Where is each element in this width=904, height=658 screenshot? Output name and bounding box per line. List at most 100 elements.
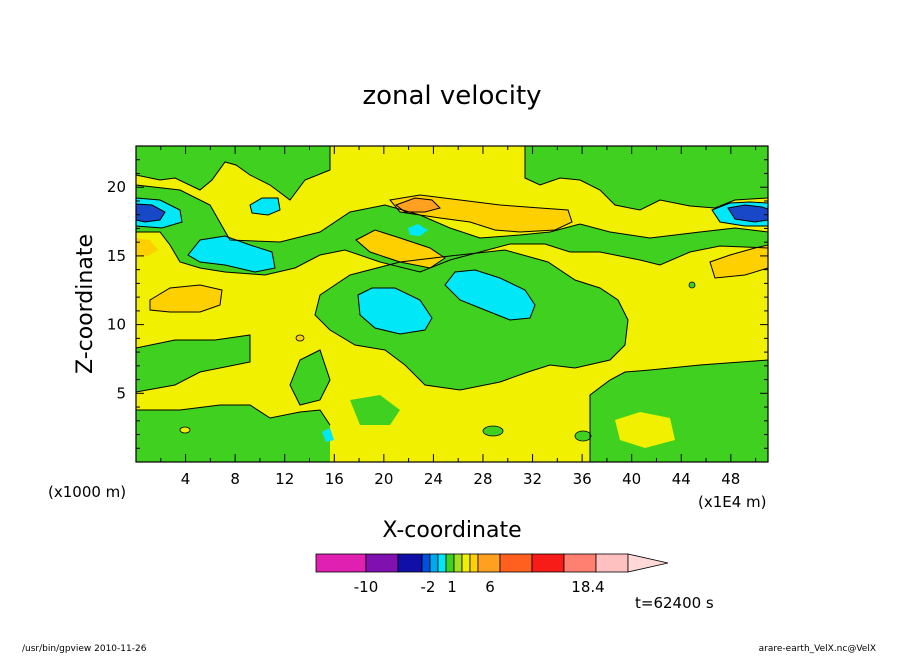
x-tick-label: 24 (424, 470, 443, 488)
colorbar-segment (453, 553, 463, 573)
positive-speck-4 (574, 430, 592, 442)
x-tick-label: 16 (325, 470, 344, 488)
x-tick-label: 48 (721, 470, 740, 488)
contour-line-10 (136, 231, 768, 276)
contour-line-11 (136, 334, 251, 393)
yellow-patch-1 (510, 146, 525, 180)
green-region-top-right (525, 146, 768, 210)
colorbar-segment (429, 553, 439, 573)
colorbar-segment (421, 553, 431, 573)
green-region-bottom-center (290, 350, 330, 405)
x-axis-title: X-coordinate (382, 518, 521, 543)
colorbar-label: 18.4 (571, 578, 604, 596)
positive-patch-right (710, 245, 768, 278)
positive-strong-core (396, 198, 440, 212)
x-tick-label: 8 (230, 470, 240, 488)
x-tick-label: 4 (181, 470, 191, 488)
x-axis-ticks (160, 146, 757, 462)
colorbar-segment (499, 553, 533, 573)
green-region-center (315, 250, 628, 390)
plot-frame (135, 145, 769, 463)
x-tick-label: 36 (573, 470, 592, 488)
colorbar-segment (563, 553, 597, 573)
colorbar-segment (461, 553, 471, 573)
x-tick-label: 20 (374, 470, 393, 488)
colorbar-segment (315, 553, 367, 573)
contour-line-2 (444, 269, 536, 321)
x-tick-label: 28 (473, 470, 492, 488)
contour-line-9 (136, 184, 768, 243)
positive-patch-lower-center (356, 230, 445, 268)
colorbar-segment (469, 553, 479, 573)
colorbar-label: 6 (485, 578, 495, 596)
contour-line-7 (149, 284, 223, 313)
positive-speck-2 (295, 334, 305, 342)
contour-line-13 (589, 359, 768, 462)
colorbar (315, 553, 669, 573)
negative-patch-center-right (445, 270, 535, 320)
contour-line-19 (711, 201, 768, 227)
contour-line-3 (314, 249, 629, 391)
contour-line-21 (394, 197, 441, 213)
negative-patch-bottom (322, 428, 334, 442)
contour-line-1 (357, 287, 433, 335)
colorbar-segment (477, 553, 501, 573)
positive-speck-3 (482, 425, 504, 437)
y-axis-ticks (136, 159, 768, 449)
contour-line-14 (136, 146, 331, 201)
x-tick-label: 12 (275, 470, 294, 488)
colorbar-label: 1 (447, 578, 457, 596)
positive-speck-1 (179, 426, 191, 434)
x-unit-label: (x1E4 m) (698, 493, 767, 511)
positive-patch-left-edge (136, 238, 158, 256)
contour-line-6 (355, 229, 446, 269)
y-tick-label: 5 (116, 384, 126, 402)
contour-line-22 (289, 349, 331, 406)
colorbar-segment (445, 553, 455, 573)
negative-patch-small-1 (250, 198, 280, 215)
negative-patch-small-2 (408, 224, 428, 236)
colorbar-segment (397, 553, 423, 573)
contour-line-17 (727, 204, 768, 223)
time-label: t=62400 s (635, 594, 714, 612)
x-tick-label: 32 (523, 470, 542, 488)
colorbar-segment (365, 553, 399, 573)
green-region-top-left (136, 146, 330, 200)
contour-line-20 (249, 197, 281, 216)
contour-line-15 (524, 146, 768, 211)
colorbar-segment (595, 553, 629, 573)
contour-line-12 (136, 404, 331, 426)
y-unit-label: (x1000 m) (48, 483, 126, 501)
colorbar-labels: -10 -2 1 6 18.4 (354, 578, 605, 596)
contour-line-5 (389, 194, 573, 233)
colorbar-segment (531, 553, 565, 573)
footer-left: /usr/bin/gpview 2010-11-26 (22, 644, 147, 654)
y-tick-label: 20 (107, 178, 126, 196)
x-axis-tick-labels: 4 8 12 16 20 24 28 32 36 40 44 48 (181, 470, 741, 488)
footer-right: arare-earth_VelX.nc@VelX (759, 644, 876, 654)
contour-line-16 (136, 203, 166, 223)
yellow-patch-2 (615, 412, 675, 448)
chart-title: zonal velocity (362, 81, 541, 111)
y-tick-label: 10 (107, 316, 126, 334)
colorbar-label: -10 (354, 578, 379, 596)
negative-patch-center-left (358, 288, 432, 334)
colorbar-segment (437, 553, 447, 573)
negative-strong-core-right (728, 205, 768, 222)
green-region-top-band (136, 185, 768, 275)
positive-speck-5 (688, 281, 696, 289)
y-axis-tick-labels: 5 10 15 20 (107, 178, 126, 402)
positive-patch-upper-left (150, 285, 222, 312)
y-tick-label: 15 (107, 247, 126, 265)
plot-area (136, 146, 768, 462)
contour-line-18 (136, 197, 183, 229)
contour-line-4 (187, 235, 276, 273)
colorbar-extend-arrow (627, 553, 669, 573)
green-region-bottom-inner (350, 395, 400, 425)
green-region-bottom-left (136, 405, 330, 462)
y-axis-title: Z-coordinate (73, 234, 98, 374)
contour-line-8 (709, 244, 768, 279)
x-tick-label: 44 (672, 470, 691, 488)
colorbar-label: -2 (421, 578, 436, 596)
